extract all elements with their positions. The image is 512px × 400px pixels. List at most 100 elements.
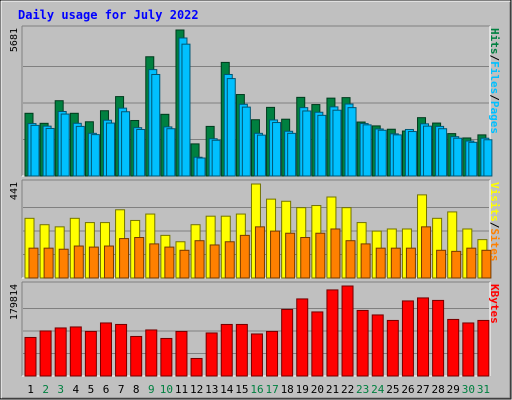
bar-kbytes-day-19 [296, 298, 309, 377]
x-tick-label-day-11: 11 [175, 383, 188, 396]
bar-kbytes-day-30 [462, 322, 475, 377]
x-tick-label-day-18: 18 [281, 383, 294, 396]
bar-sites-day-4 [73, 245, 84, 279]
bar-pages-day-30 [468, 141, 478, 177]
x-tick-label-day-19: 19 [296, 383, 309, 396]
bar-kbytes-day-7 [115, 323, 128, 377]
max-value-label-kbytes: 179814 [9, 284, 20, 320]
bar-sites-day-22 [345, 240, 356, 279]
bar-pages-day-27 [423, 125, 433, 177]
bar-kbytes-day-8 [130, 335, 143, 377]
bar-sites-day-18 [285, 232, 296, 279]
x-tick-label-day-5: 5 [88, 383, 95, 396]
bar-sites-day-12 [194, 240, 205, 279]
bar-kbytes-day-29 [447, 318, 460, 377]
legend-item-sites: Sites [488, 228, 501, 261]
bar-kbytes-day-28 [432, 299, 445, 377]
bar-kbytes-day-10 [160, 337, 173, 377]
bar-kbytes-day-16 [250, 333, 263, 377]
bar-pages-day-8 [136, 128, 146, 177]
x-tick-label-day-29: 29 [447, 383, 460, 396]
bar-kbytes-day-27 [417, 297, 430, 377]
bar-kbytes-day-1 [24, 336, 37, 377]
bar-pages-day-5 [90, 134, 100, 177]
bar-sites-day-29 [451, 250, 462, 279]
bar-pages-day-25 [392, 134, 402, 177]
x-tick-label-day-3: 3 [57, 383, 64, 396]
bar-pages-day-23 [362, 124, 372, 177]
bar-sites-day-20 [315, 232, 326, 279]
bar-kbytes-day-11 [175, 330, 188, 377]
bar-pages-day-17 [272, 122, 282, 177]
bar-pages-day-31 [483, 139, 493, 177]
legend-item-visits: Visits [488, 182, 501, 222]
x-tick-label-day-13: 13 [205, 383, 218, 396]
x-tick-label-day-10: 10 [160, 383, 173, 396]
x-tick-label-day-26: 26 [401, 383, 414, 396]
panel-visits: 441 Visits/Sites [9, 179, 501, 279]
bar-pages-day-1 [30, 124, 40, 177]
bar-pages-day-7 [121, 111, 131, 177]
bar-kbytes-day-4 [69, 326, 82, 377]
bar-pages-day-4 [75, 125, 85, 177]
bar-kbytes-day-9 [145, 329, 158, 377]
x-tick-label-day-15: 15 [235, 383, 248, 396]
bar-kbytes-day-3 [54, 327, 67, 377]
x-tick-label-day-1: 1 [27, 383, 34, 396]
x-tick-label-day-7: 7 [118, 383, 125, 396]
bar-sites-day-11 [179, 249, 190, 279]
panel-hits: 5681 Hits/Files/Pages [9, 25, 501, 177]
x-tick-label-day-22: 22 [341, 383, 354, 396]
bar-sites-day-5 [88, 246, 99, 279]
chart-panels: 5681 Hits/Files/Pages 441 Visits/Sites 17981… [9, 25, 501, 377]
legend-kbytes: KBytes [488, 284, 501, 324]
bar-sites-day-3 [58, 248, 69, 279]
bar-kbytes-day-5 [84, 330, 97, 377]
bar-kbytes-day-26 [401, 300, 414, 377]
legend-item-files: Files [488, 61, 501, 94]
x-tick-label-day-21: 21 [326, 383, 339, 396]
bar-pages-day-18 [287, 132, 297, 177]
bar-kbytes-day-13 [205, 332, 218, 377]
bar-kbytes-day-17 [266, 330, 279, 377]
max-value-label-visits: 441 [9, 182, 20, 200]
x-tick-label-day-8: 8 [133, 383, 140, 396]
bar-kbytes-day-2 [39, 330, 52, 377]
bar-pages-day-24 [377, 129, 387, 177]
bar-kbytes-day-15 [235, 323, 248, 377]
legend-hits: Hits/Files/Pages [488, 28, 501, 134]
bar-kbytes-day-23 [356, 309, 369, 377]
bar-kbytes-day-18 [281, 308, 294, 377]
x-tick-label-day-20: 20 [311, 383, 324, 396]
bar-kbytes-day-25 [386, 319, 399, 377]
bar-sites-day-8 [134, 237, 145, 279]
bar-kbytes-day-24 [371, 314, 384, 377]
bar-pages-day-15 [241, 106, 251, 177]
bar-sites-day-30 [466, 247, 477, 279]
x-tick-label-day-14: 14 [220, 383, 234, 396]
bar-pages-day-11 [181, 43, 191, 177]
bar-pages-day-10 [166, 128, 176, 177]
bar-pages-day-22 [347, 107, 357, 177]
x-tick-label-day-28: 28 [432, 383, 445, 396]
bar-kbytes-day-6 [99, 322, 112, 377]
bar-pages-day-19 [302, 110, 312, 177]
x-axis-labels: 1 2 3 4 5 6 7 8 9 10 11 12 13 14 15 16 17 18 19 20 21 22 23 24 2… [27, 383, 490, 396]
legend-item-hits: Hits [488, 28, 501, 55]
bar-sites-day-16 [254, 226, 265, 279]
bar-sites-day-21 [330, 228, 341, 279]
bar-sites-day-17 [270, 230, 281, 279]
x-tick-label-day-6: 6 [103, 383, 110, 396]
bar-sites-day-15 [239, 234, 250, 279]
bar-pages-day-6 [105, 122, 115, 177]
bar-kbytes-day-21 [326, 289, 339, 377]
bar-pages-day-21 [332, 109, 342, 177]
bar-pages-day-9 [151, 73, 161, 177]
bar-sites-day-31 [481, 249, 492, 279]
bar-pages-day-13 [211, 139, 221, 177]
bar-sites-day-1 [28, 247, 39, 279]
bar-pages-day-2 [45, 127, 55, 177]
bar-sites-day-27 [421, 226, 432, 279]
bar-kbytes-day-12 [190, 357, 203, 377]
